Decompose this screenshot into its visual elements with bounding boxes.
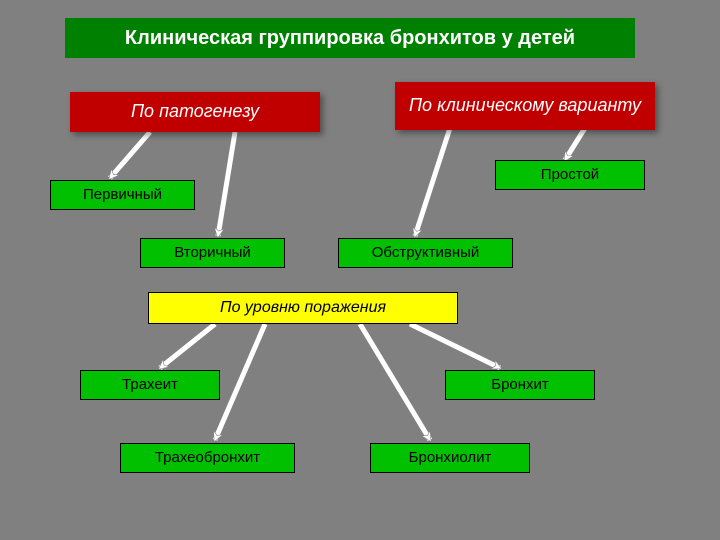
arrow	[215, 324, 265, 440]
item-bronchitis: Бронхит	[445, 370, 595, 400]
arrow	[565, 128, 585, 160]
arrow	[218, 132, 235, 236]
item-tracheobronchitis: Трахеобронхит	[120, 443, 295, 473]
arrows-layer	[0, 0, 720, 540]
item-obstructive: Обструктивный	[338, 238, 513, 268]
item-bronchiolitis: Бронхиолит	[370, 443, 530, 473]
arrow	[360, 324, 430, 440]
arrow	[410, 324, 500, 368]
category-pathogenesis: По патогенезу	[70, 92, 320, 132]
item-secondary: Вторичный	[140, 238, 285, 268]
diagram-title: Клиническая группировка бронхитов у дете…	[65, 18, 635, 58]
item-tracheitis: Трахеит	[80, 370, 220, 400]
item-primary: Первичный	[50, 180, 195, 210]
item-simple: Простой	[495, 160, 645, 190]
category-level: По уровню поражения	[148, 292, 458, 324]
arrow	[110, 132, 150, 178]
arrow	[160, 324, 215, 368]
category-clinical: По клиническому варианту	[395, 82, 655, 130]
arrow	[415, 128, 450, 236]
